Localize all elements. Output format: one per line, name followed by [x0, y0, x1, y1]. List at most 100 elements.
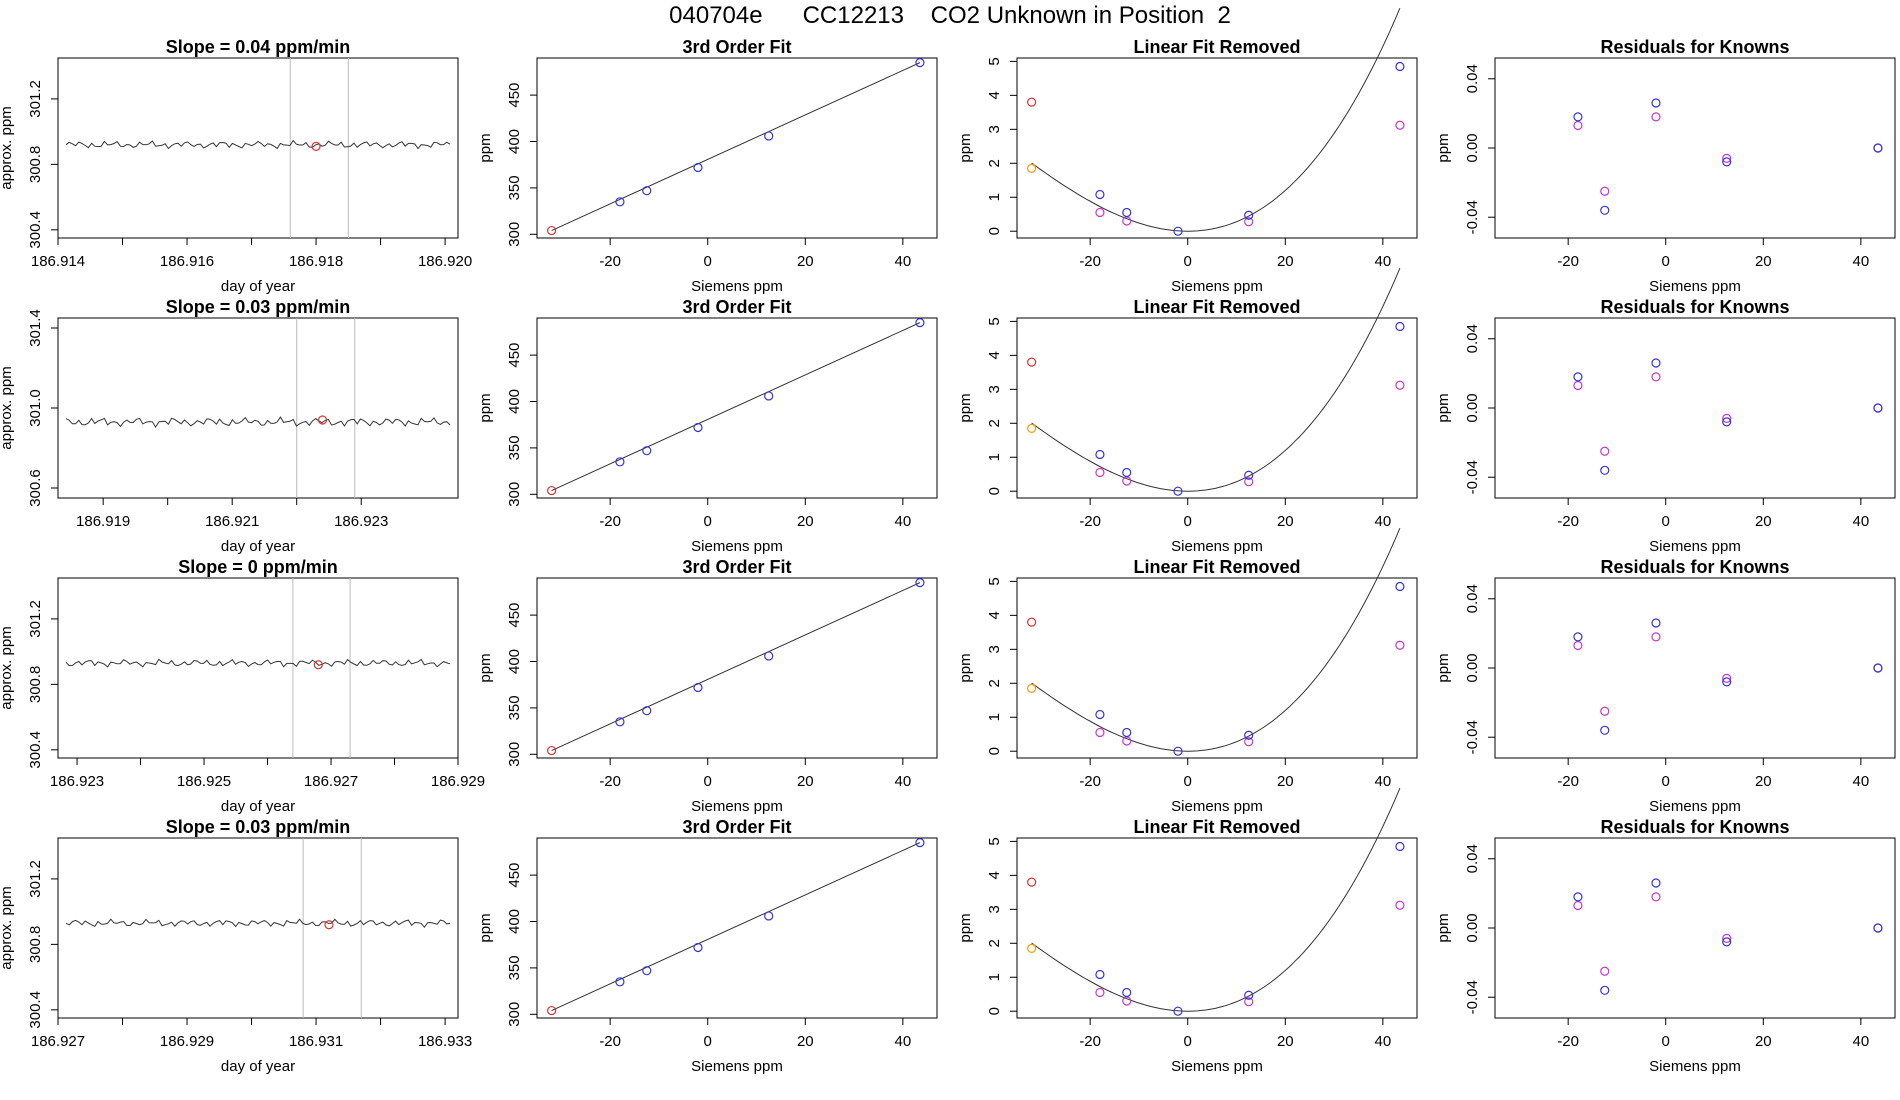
y-tick-label: 350: [506, 955, 523, 980]
alt-point: [1244, 997, 1254, 1007]
y-tick-label: 300.8: [27, 926, 44, 964]
plot-frame: [536, 317, 938, 499]
known-residual-point: [1873, 403, 1883, 413]
y-tick-label: 5: [986, 317, 1003, 325]
alt-residual-point: [1600, 966, 1610, 976]
x-axis-label: Siemens ppm: [691, 278, 783, 295]
alt-point: [1095, 207, 1105, 218]
orange-point: [1027, 943, 1037, 953]
y-tick-label: 0.00: [1464, 913, 1481, 942]
y-tick-label: 300.8: [27, 666, 44, 704]
plot-title: Slope = 0 ppm/min: [178, 557, 338, 577]
known-point: [1122, 727, 1132, 738]
x-tick-label: 186.921: [205, 513, 259, 530]
alt-residual-point: [1651, 372, 1661, 382]
unknown-marker: [324, 920, 334, 930]
y-tick-label: 300.8: [27, 146, 44, 184]
fit-line: [551, 62, 921, 232]
y-tick-label: 301.0: [27, 389, 44, 427]
x-tick-label: 0: [1662, 253, 1670, 270]
alt-residual-point: [1722, 413, 1732, 423]
fit-line: [551, 842, 921, 1012]
y-tick-label: 0: [986, 227, 1003, 235]
y-axis-label: ppm: [957, 133, 974, 162]
x-tick-label: 40: [1375, 253, 1392, 270]
alt-residual-point: [1600, 186, 1610, 196]
x-tick-label: 186.929: [160, 1033, 214, 1050]
alt-residual-point: [1600, 706, 1610, 716]
alt-residual-point: [1573, 120, 1583, 131]
x-axis-label: Siemens ppm: [1171, 798, 1263, 815]
known-point: [1395, 581, 1405, 592]
fit-line: [551, 582, 921, 752]
known-point: [693, 422, 703, 433]
known-residual-point: [1873, 923, 1883, 933]
plot-frame: [536, 577, 938, 759]
x-tick-label: 0: [1662, 513, 1670, 530]
y-tick-label: 3: [986, 385, 1003, 393]
known-point: [615, 457, 625, 467]
plot-title: Linear Fit Removed: [1133, 817, 1300, 837]
plot-frame: [536, 57, 938, 239]
y-tick-label: 301.2: [27, 80, 44, 118]
x-tick-label: 186.929: [431, 773, 485, 790]
x-axis-label: Siemens ppm: [691, 798, 783, 815]
plot-frame: [57, 57, 459, 239]
y-tick-label: 0.04: [1464, 844, 1481, 873]
alt-point: [1395, 120, 1405, 130]
alt-residual-point: [1600, 446, 1610, 456]
quadratic-curve: [1031, 788, 1401, 1012]
x-axis-label: day of year: [221, 1058, 295, 1075]
x-tick-label: 20: [1755, 1033, 1772, 1050]
y-tick-label: 301.2: [27, 860, 44, 898]
alt-point: [1095, 727, 1105, 738]
known-point: [764, 391, 774, 401]
x-tick-label: 186.919: [76, 513, 130, 530]
known-point: [1244, 730, 1254, 740]
y-tick-label: 1: [986, 973, 1003, 981]
y-tick-label: 300.4: [27, 991, 44, 1029]
x-tick-label: 40: [1853, 773, 1870, 790]
y-tick-label: 4: [986, 611, 1003, 619]
x-axis-label: Siemens ppm: [1171, 278, 1263, 295]
page-title: 040704e CC12213 CO2 Unknown in Position …: [669, 2, 1231, 29]
known-point: [764, 651, 774, 661]
known-residual-point: [1600, 985, 1610, 995]
fit-line: [551, 322, 921, 492]
y-tick-label: 2: [986, 159, 1003, 167]
plot-frame: [1494, 577, 1896, 759]
x-tick-label: 20: [1755, 253, 1772, 270]
y-tick-label: 350: [506, 695, 523, 720]
x-tick-label: 40: [1375, 513, 1392, 530]
known-residual-point: [1873, 663, 1883, 673]
y-tick-label: 0: [986, 1007, 1003, 1015]
concentration-trace: [65, 658, 451, 668]
y-tick-label: 1: [986, 453, 1003, 461]
x-tick-label: 20: [797, 513, 814, 530]
x-tick-label: -20: [1557, 773, 1579, 790]
y-tick-label: 4: [986, 91, 1003, 99]
y-tick-label: 0.00: [1464, 133, 1481, 162]
x-tick-label: 40: [1375, 773, 1392, 790]
known-point: [615, 977, 625, 987]
alt-point: [1395, 380, 1405, 390]
known-point: [915, 838, 925, 848]
y-axis-label: ppm: [477, 913, 494, 942]
y-tick-label: 350: [506, 435, 523, 460]
known-point: [693, 942, 703, 953]
x-axis-label: Siemens ppm: [1649, 538, 1741, 555]
y-tick-label: 350: [506, 175, 523, 200]
known-residual-point: [1573, 372, 1583, 382]
plot-title: Linear Fit Removed: [1133, 37, 1300, 57]
x-tick-label: 186.927: [304, 773, 358, 790]
y-tick-label: 0.00: [1464, 393, 1481, 422]
alt-residual-point: [1722, 153, 1732, 163]
plot-frame: [1016, 837, 1418, 1019]
known-residual-point: [1651, 98, 1661, 108]
x-tick-label: 0: [1184, 513, 1192, 530]
x-tick-label: 0: [704, 773, 712, 790]
known-residual-point: [1651, 358, 1661, 368]
known-point: [642, 966, 652, 976]
known-point: [1173, 226, 1183, 236]
x-tick-label: -20: [1557, 513, 1579, 530]
